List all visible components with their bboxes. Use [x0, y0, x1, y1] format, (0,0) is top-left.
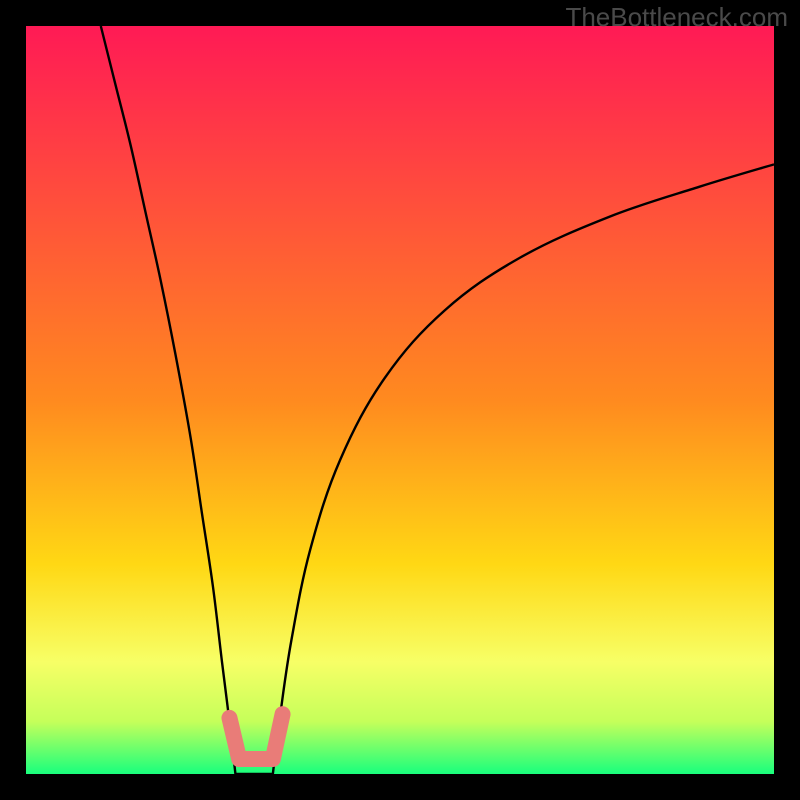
curve-overlay: [0, 0, 800, 800]
bottleneck-curve: [101, 26, 774, 774]
watermark-text: TheBottleneck.com: [565, 2, 788, 33]
valley-marker: [229, 714, 282, 759]
chart-container: TheBottleneck.com: [0, 0, 800, 800]
